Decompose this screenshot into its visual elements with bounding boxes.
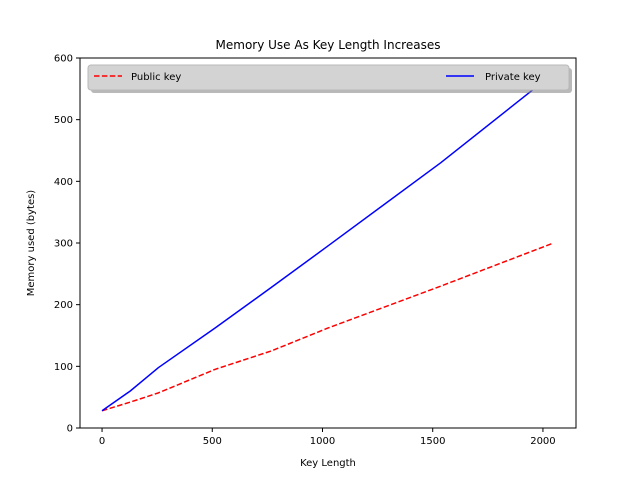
- x-tick-label: 1500: [420, 436, 445, 447]
- series-line-private-key: [101, 72, 554, 412]
- x-tick-label: 0: [99, 436, 105, 447]
- y-tick-label: 200: [54, 300, 73, 311]
- legend-box: [87, 64, 570, 91]
- x-tick-label: 2000: [530, 436, 555, 447]
- y-axis: 0 100 200 300 400 500 600: [54, 54, 80, 435]
- legend: Public key Private key: [87, 64, 572, 93]
- y-tick-label: 300: [54, 239, 73, 250]
- series-layer: [101, 72, 554, 412]
- series-line-public-key: [101, 242, 554, 412]
- legend-label-private-key: Private key: [485, 72, 541, 83]
- chart-title: Memory Use As Key Length Increases: [216, 38, 441, 52]
- x-axis-title: Key Length: [300, 458, 356, 469]
- y-tick-label: 100: [54, 362, 73, 373]
- y-tick-label: 500: [54, 115, 73, 126]
- y-tick-label: 600: [54, 54, 73, 65]
- x-tick-label: 500: [203, 436, 222, 447]
- y-tick-label: 0: [67, 424, 73, 435]
- x-tick-label: 1000: [310, 436, 335, 447]
- x-axis: 0 500 1000 1500 2000: [99, 428, 556, 447]
- legend-label-public-key: Public key: [131, 72, 181, 83]
- y-tick-label: 400: [54, 177, 73, 188]
- y-axis-title: Memory used (bytes): [26, 190, 37, 297]
